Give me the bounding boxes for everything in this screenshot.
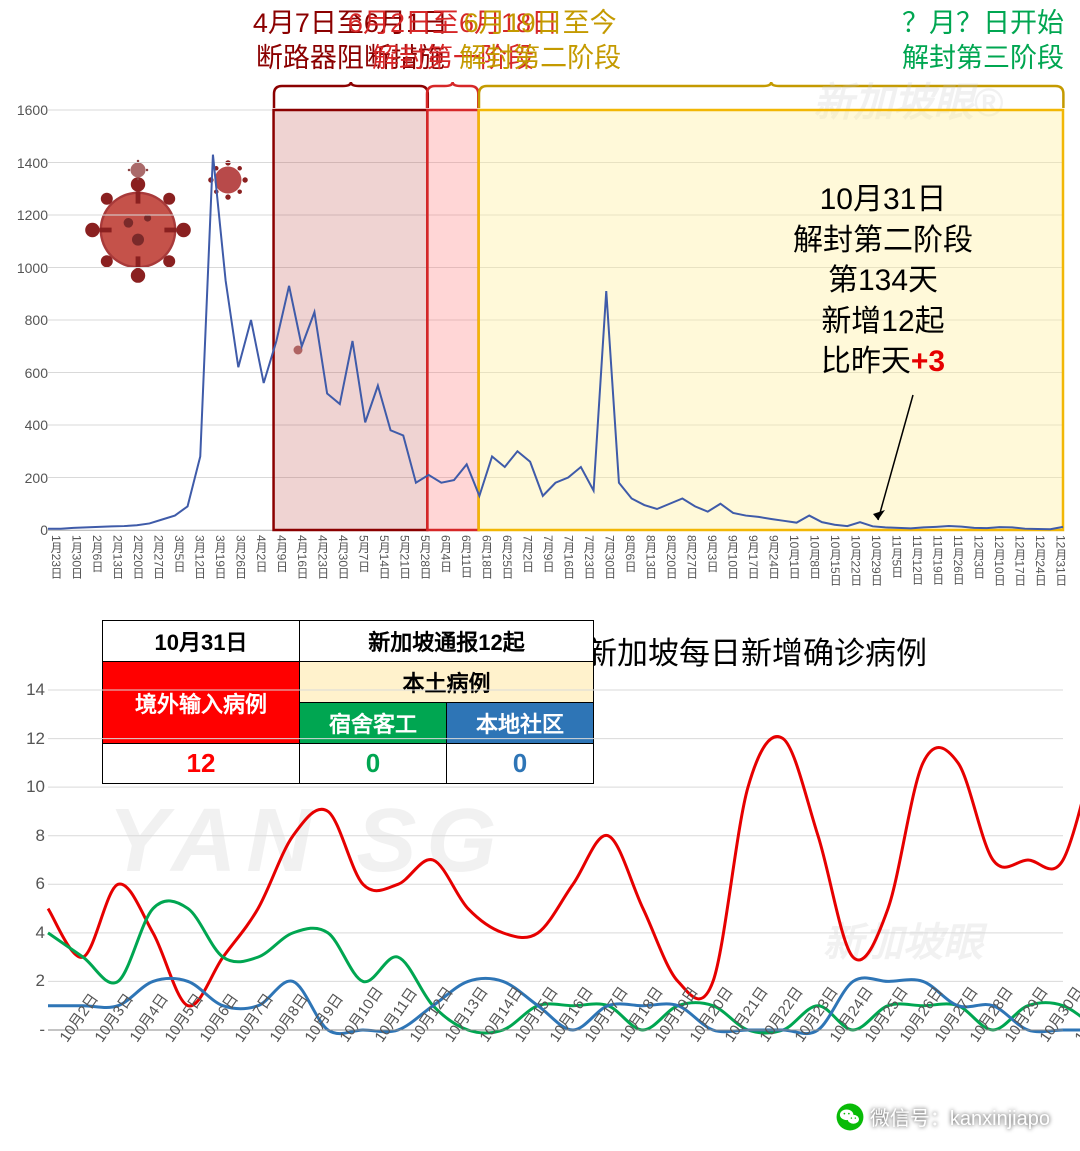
x-tick-label: 9月10日 — [725, 535, 742, 579]
x-tick-label: 5月14日 — [376, 535, 393, 579]
annotation: 10月31日 解封第二阶段 第134天 新增12起 比昨天+3 — [793, 180, 973, 383]
x-tick-label: 4月9日 — [274, 535, 291, 572]
x-tick-label: 3月5日 — [171, 535, 188, 572]
x-tick-label: 4月16日 — [294, 535, 311, 579]
y-tick-label: 1000 — [17, 260, 48, 276]
x-tick-label: 3月12日 — [192, 535, 209, 579]
x-tick-label: 7月30日 — [602, 535, 619, 579]
annotation-arrow — [873, 395, 933, 530]
x-tick-label: 11月19日 — [930, 535, 947, 585]
x-tick-label: 6月18日 — [479, 535, 496, 579]
table-total-header: 新加坡通报12起 — [300, 621, 594, 662]
x-tick-label: 6月11日 — [458, 535, 475, 578]
x-tick-label: 1月23日 — [48, 535, 65, 579]
x-tick-label: 8月13日 — [643, 535, 660, 579]
y-tick-label: 6 — [36, 874, 45, 894]
x-tick-label: 5月7日 — [356, 535, 373, 572]
y-tick-label: 14 — [26, 680, 45, 700]
x-tick-label: 5月28日 — [417, 535, 434, 579]
y-tick-label: 800 — [25, 312, 48, 328]
x-tick-label: 3月26日 — [233, 535, 250, 579]
y-tick-label: 2 — [36, 971, 45, 991]
x-tick-label: 2月20日 — [130, 535, 147, 579]
x-tick-label: 2月6日 — [89, 535, 106, 572]
x-tick-label: 10月15日 — [827, 535, 844, 586]
y-tick-label: 12 — [26, 729, 45, 749]
x-tick-label: 2月27日 — [151, 535, 168, 579]
x-tick-label: 12月17日 — [1012, 535, 1029, 586]
x-tick-label: 7月9日 — [540, 535, 557, 572]
bottom-line-svg — [48, 690, 1063, 1030]
x-tick-label: 8月6日 — [622, 535, 639, 572]
x-tick-label: 10月29日 — [868, 535, 885, 586]
x-tick-label: 1月30日 — [69, 535, 86, 579]
x-tick-label: 8月20日 — [663, 535, 680, 579]
y-tick-label: 200 — [25, 470, 48, 486]
top-chart: 4月7日至6月1日 断路器阻断措施6月2日至6月18日 解封第一阶段6月19日至… — [10, 0, 1070, 600]
y-tick-label: 600 — [25, 365, 48, 381]
x-tick-label: 4月2日 — [253, 535, 270, 572]
x-tick-label: 12月10日 — [991, 535, 1008, 586]
y-tick-label: 10 — [26, 777, 45, 797]
x-tick-label: 9月3日 — [704, 535, 721, 572]
bottom-chart: 新加坡每日新增确诊病例 10月31日 新加坡通报12起 境外输入病例 本土病例 … — [10, 610, 1070, 1110]
y-tick-label: 1200 — [17, 207, 48, 223]
x-tick-label: 11月12日 — [909, 535, 926, 585]
x-tick-label: 6月4日 — [438, 535, 455, 572]
annotation-line: 解封第二阶段 — [793, 221, 973, 262]
annotation-line: 10月31日 — [793, 180, 973, 221]
x-tick-label: 10月8日 — [807, 535, 824, 579]
x-tick-label: 4月30日 — [335, 535, 352, 579]
x-tick-label: 9月24日 — [766, 535, 783, 579]
bottom-plot-area: YAN SG 新加坡眼 — [48, 690, 1063, 1030]
x-tick-label: 7月2日 — [520, 535, 537, 572]
phase-bracket — [274, 82, 428, 108]
y-tick-label: 0 — [40, 522, 48, 538]
x-tick-label: 9月17日 — [745, 535, 762, 579]
x-tick-label: 2月13日 — [110, 535, 127, 579]
y-tick-label: - — [39, 1020, 45, 1040]
x-tick-label: 7月16日 — [561, 535, 578, 579]
annotation-line: 比昨天+3 — [793, 342, 973, 383]
annotation-line: 新增12起 — [793, 302, 973, 343]
phase-label: ？月？日开始 解封第三阶段 — [902, 6, 1064, 76]
x-tick-label: 12月3日 — [971, 535, 988, 579]
wechat-icon — [836, 1103, 864, 1131]
bottom-chart-title: 新加坡每日新增确诊病例 — [586, 628, 927, 673]
y-tick-label: 4 — [36, 923, 45, 943]
x-tick-label: 4月23日 — [315, 535, 332, 579]
phase-label: 6月19日至今 解封第二阶段 — [459, 6, 621, 76]
x-tick-label: 8月27日 — [684, 535, 701, 579]
x-tick-label: 3月19日 — [212, 535, 229, 579]
x-tick-label: 11月26日 — [950, 535, 967, 585]
table-date-header: 10月31日 — [103, 621, 300, 662]
page: 4月7日至6月1日 断路器阻断措施6月2日至6月18日 解封第一阶段6月19日至… — [0, 0, 1080, 1151]
x-tick-label: 10月22日 — [848, 535, 865, 586]
x-tick-label: 12月31日 — [1053, 535, 1070, 586]
y-tick-label: 400 — [25, 417, 48, 433]
wechat-credit: 微信号：kanxinjiapo — [836, 1102, 1050, 1131]
x-tick-label: 6月25日 — [499, 535, 516, 579]
y-tick-label: 1400 — [17, 155, 48, 171]
x-tick-label: 11月5日 — [889, 535, 906, 578]
x-tick-label: 12月24日 — [1032, 535, 1049, 586]
y-tick-label: 8 — [36, 826, 45, 846]
annotation-line: 第134天 — [793, 261, 973, 302]
x-tick-label: 7月23日 — [581, 535, 598, 579]
top-plot-area: 新加坡眼® — [48, 110, 1063, 531]
x-tick-label: 5月21日 — [397, 535, 414, 579]
x-tick-label: 10月1日 — [786, 535, 803, 579]
phase-bracket — [479, 82, 1063, 108]
phase-bracket — [427, 82, 478, 108]
y-tick-label: 1600 — [17, 102, 48, 118]
